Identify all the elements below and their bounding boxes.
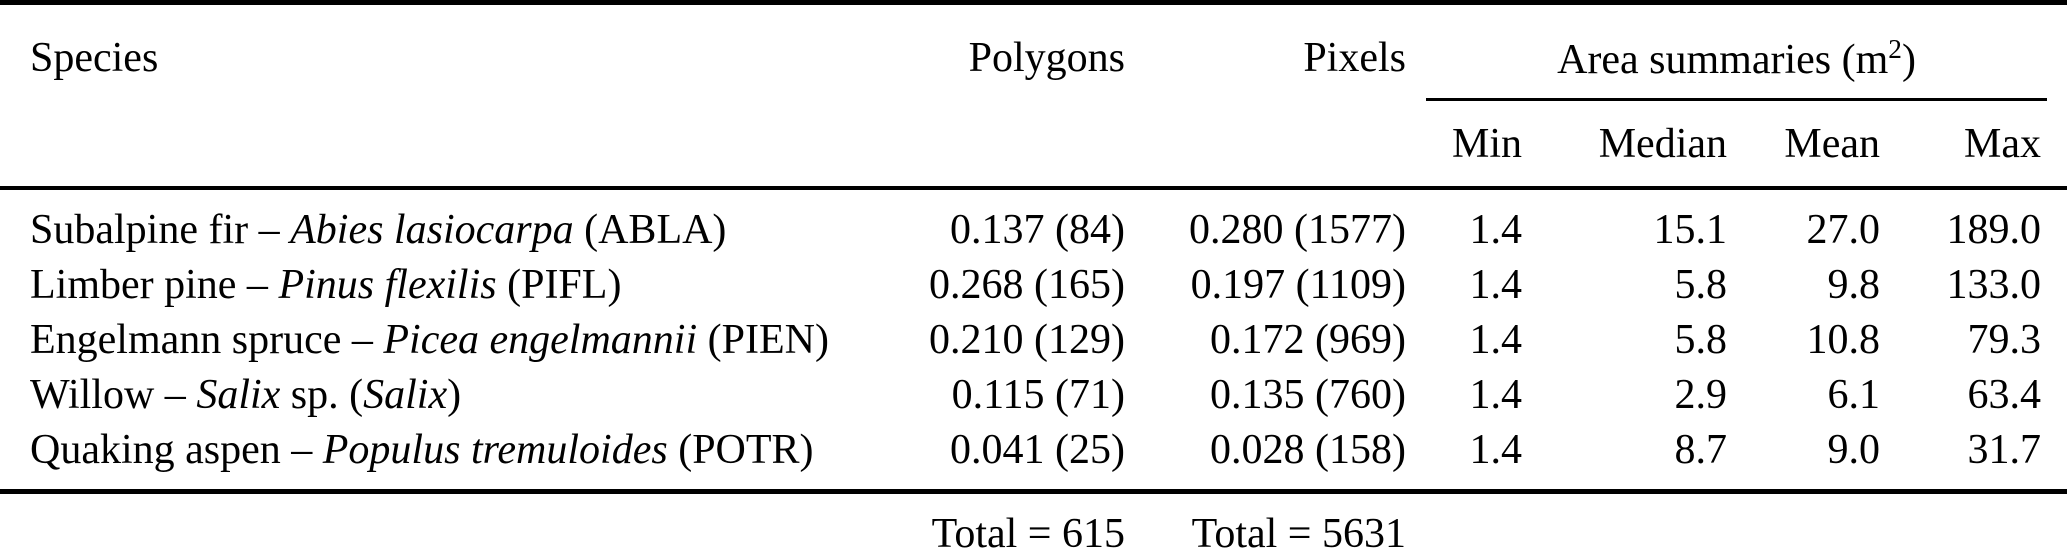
species-common-name: Subalpine fir – [30, 206, 291, 253]
col-header-min: Min [1451, 120, 1522, 167]
table-row-salix: Willow – Salix sp. (Salix) 0.115 (71) 0.… [0, 367, 2067, 422]
cell-max: 133.0 [1946, 261, 2042, 308]
cell-max: 79.3 [1967, 316, 2042, 363]
cell-mean: 9.0 [1827, 426, 1881, 473]
species-code: (PIFL) [496, 261, 622, 308]
species-code: (ABLA) [573, 206, 727, 253]
area-summaries-close-paren: ) [1901, 37, 1916, 83]
cell-min: 1.4 [1469, 426, 1523, 473]
cell-median: 5.8 [1674, 261, 1728, 308]
cell-min: 1.4 [1469, 316, 1523, 363]
cell-median: 15.1 [1653, 206, 1728, 253]
cell-min: 1.4 [1469, 261, 1523, 308]
species-latin-name: Salix [196, 371, 281, 418]
table-footer: Total = 615 Total = 5631 [0, 491, 2067, 548]
cell-mean: 9.8 [1827, 261, 1881, 308]
cell-polygons: 0.268 (165) [929, 261, 1125, 308]
table-header: Species Polygons Pixels Area summaries (… [0, 3, 2067, 188]
total-pixels: Total = 5631 [1191, 510, 1406, 548]
area-summaries-text: Area summaries (m [1557, 37, 1889, 83]
totals-empty-cells [1406, 492, 2067, 548]
table-row-pien: Engelmann spruce – Picea engelmannii (PI… [0, 312, 2067, 367]
species-suffix: ) [447, 371, 462, 418]
col-header-max: Max [1964, 120, 2042, 167]
species-code: sp. ( [280, 371, 364, 418]
cell-polygons: 0.210 (129) [929, 316, 1125, 363]
area-summaries-group-label: Area summaries (m2) [1426, 34, 2048, 101]
cell-min: 1.4 [1469, 371, 1523, 418]
col-header-median: Median [1598, 120, 1727, 167]
species-code: (POTR) [667, 426, 814, 473]
cell-max: 31.7 [1967, 426, 2042, 473]
header-spacer-polygons [870, 101, 1125, 188]
species-common-name: Engelmann spruce – [30, 316, 384, 363]
cell-median: 2.9 [1674, 371, 1728, 418]
species-latin-name: Abies lasiocarpa [290, 206, 574, 253]
cell-species: Quaking aspen – Populus tremuloides (POT… [0, 422, 870, 492]
cell-max: 63.4 [1967, 371, 2042, 418]
col-group-area-summaries: Area summaries (m2) [1406, 3, 2067, 101]
cell-median: 5.8 [1674, 316, 1728, 363]
header-row-groups: Species Polygons Pixels Area summaries (… [0, 3, 2067, 101]
cell-mean: 10.8 [1806, 316, 1881, 363]
total-polygons: Total = 615 [931, 510, 1125, 548]
species-latin-name-2: Salix [363, 371, 448, 418]
species-latin-name: Pinus flexilis [278, 261, 497, 308]
species-latin-name: Picea engelmannii [383, 316, 698, 363]
table-row-potr: Quaking aspen – Populus tremuloides (POT… [0, 422, 2067, 492]
cell-mean: 6.1 [1827, 371, 1881, 418]
cell-species: Subalpine fir – Abies lasiocarpa (ABLA) [0, 188, 870, 257]
cell-pixels: 0.172 (969) [1210, 316, 1406, 363]
table-body: Subalpine fir – Abies lasiocarpa (ABLA) … [0, 188, 2067, 492]
table-row-pifl: Limber pine – Pinus flexilis (PIFL) 0.26… [0, 257, 2067, 312]
col-header-pixels: Pixels [1303, 35, 1406, 81]
table-row-abla: Subalpine fir – Abies lasiocarpa (ABLA) … [0, 188, 2067, 257]
cell-max: 189.0 [1946, 206, 2042, 253]
cell-pixels: 0.280 (1577) [1189, 206, 1406, 253]
cell-polygons: 0.137 (84) [950, 206, 1125, 253]
totals-spacer [0, 492, 870, 548]
cell-pixels: 0.197 (1109) [1190, 261, 1406, 308]
totals-row: Total = 615 Total = 5631 [0, 492, 2067, 548]
col-header-mean: Mean [1784, 120, 1880, 167]
species-common-name: Willow – [30, 371, 197, 418]
cell-min: 1.4 [1469, 206, 1523, 253]
cell-mean: 27.0 [1806, 206, 1881, 253]
col-header-polygons: Polygons [968, 35, 1125, 81]
header-spacer-species [0, 101, 870, 188]
cell-species: Limber pine – Pinus flexilis (PIFL) [0, 257, 870, 312]
header-row-stats: Min Median Mean Max [0, 101, 2067, 188]
cell-polygons: 0.115 (71) [951, 371, 1125, 418]
species-common-name: Limber pine – [30, 261, 279, 308]
cell-species: Engelmann spruce – Picea engelmannii (PI… [0, 312, 870, 367]
species-common-name: Quaking aspen – [30, 426, 323, 473]
col-header-species: Species [30, 35, 159, 81]
cell-pixels: 0.135 (760) [1210, 371, 1406, 418]
cell-median: 8.7 [1674, 426, 1728, 473]
species-code: (PIEN) [697, 316, 829, 363]
cell-polygons: 0.041 (25) [950, 426, 1125, 473]
cell-pixels: 0.028 (158) [1210, 426, 1406, 473]
species-latin-name: Populus tremuloides [322, 426, 668, 473]
area-summaries-superscript: 2 [1888, 34, 1902, 64]
header-spacer-pixels [1125, 101, 1406, 188]
cell-species: Willow – Salix sp. (Salix) [0, 367, 870, 422]
